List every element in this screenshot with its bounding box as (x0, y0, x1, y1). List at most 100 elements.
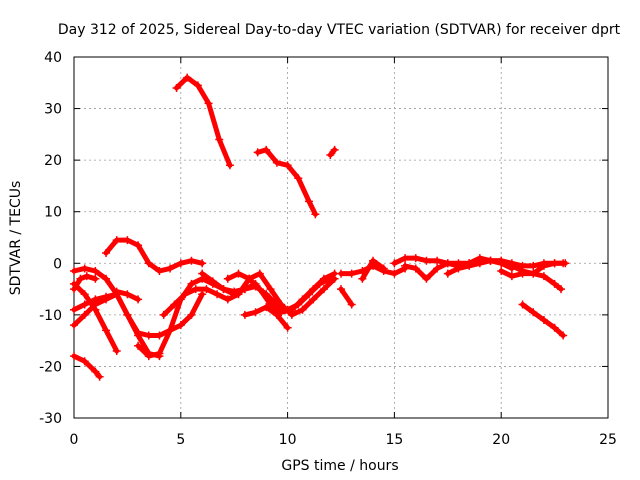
data-point (80, 290, 89, 299)
x-tick-label: 5 (176, 432, 185, 448)
data-point (529, 269, 538, 278)
series-track-24 (518, 300, 568, 340)
data-point (91, 295, 100, 304)
data-point (390, 259, 399, 268)
data-point (298, 305, 307, 314)
data-point (112, 346, 121, 355)
series-track-13 (223, 269, 339, 317)
data-point (550, 279, 559, 288)
data-point (191, 285, 200, 294)
data-point (170, 300, 179, 309)
data-point (198, 269, 207, 278)
data-point (401, 254, 410, 263)
series-track-16 (326, 145, 339, 159)
data-point (155, 331, 164, 340)
data-point (304, 197, 313, 206)
data-point (198, 259, 207, 268)
data-point (187, 256, 196, 265)
data-point (193, 81, 202, 90)
data-point (176, 321, 185, 330)
data-point (497, 256, 506, 265)
data-point (215, 135, 224, 144)
data-point (223, 295, 232, 304)
data-point (230, 290, 239, 299)
data-point (255, 285, 264, 294)
series-track-19 (358, 256, 388, 283)
data-point (539, 261, 548, 270)
data-point (144, 331, 153, 340)
data-point (507, 261, 516, 270)
data-point (202, 285, 211, 294)
series-track (338, 286, 355, 307)
data-point (262, 303, 271, 312)
data-point (465, 261, 474, 270)
data-point (326, 150, 335, 159)
data-point (155, 267, 164, 276)
data-point (223, 274, 232, 283)
series-track (174, 75, 233, 168)
data-point (234, 269, 243, 278)
data-point (213, 290, 222, 299)
data-point (319, 274, 328, 283)
data-point (486, 256, 495, 265)
data-point (529, 308, 538, 317)
data-point (337, 285, 345, 294)
data-point (309, 285, 318, 294)
data-point (272, 310, 281, 319)
data-point (277, 308, 286, 317)
y-tick-label: -20 (39, 359, 62, 375)
data-point (91, 274, 100, 283)
data-point (253, 148, 262, 157)
data-point (539, 272, 548, 281)
axis-ticks (73, 56, 609, 419)
data-point (557, 285, 566, 294)
data-point (123, 290, 132, 299)
data-point (225, 161, 234, 170)
data-point (347, 269, 356, 278)
y-tick-label: 40 (44, 50, 62, 66)
x-tick-label: 15 (385, 432, 403, 448)
data-point (70, 305, 78, 314)
y-tick-label: 30 (44, 102, 62, 118)
data-point (443, 259, 452, 268)
data-point (204, 99, 213, 108)
plot-area (73, 56, 609, 419)
data-point (208, 277, 217, 286)
data-point (112, 287, 121, 296)
data-point (379, 264, 388, 273)
tick-labels: 0 5 10 15 20 25 -30 -20 -10 0 10 20 30 40 (39, 50, 617, 448)
data-point (187, 310, 196, 319)
data-point (518, 300, 527, 309)
data-point (347, 300, 356, 309)
data-point (245, 274, 254, 283)
y-axis-label: SDTVAR / TECUs (8, 181, 24, 296)
y-tick-label: -10 (39, 308, 62, 324)
data-point (91, 305, 100, 314)
data-point (102, 274, 111, 283)
data-point (319, 285, 328, 294)
data-point (298, 295, 307, 304)
data-point (80, 264, 89, 273)
data-point (411, 264, 420, 273)
data-point (529, 261, 538, 270)
data-point (518, 269, 527, 278)
data-point (539, 316, 548, 325)
data-point (277, 300, 286, 309)
data-point (443, 269, 452, 278)
data-point (70, 279, 78, 288)
data-point (497, 267, 506, 276)
data-point (422, 256, 431, 265)
data-point (369, 256, 378, 265)
data-point (176, 259, 185, 268)
series-track-7 (102, 236, 207, 276)
series-track-14 (240, 303, 292, 332)
data-point (311, 210, 320, 219)
series-track-11 (172, 73, 234, 170)
series-track-4 (70, 290, 121, 314)
x-axis-label: GPS time / hours (281, 458, 398, 474)
y-tick-label: 10 (44, 205, 62, 221)
data-point (550, 323, 559, 332)
x-tick-label: 10 (279, 432, 297, 448)
x-tick-label: 25 (599, 432, 617, 448)
